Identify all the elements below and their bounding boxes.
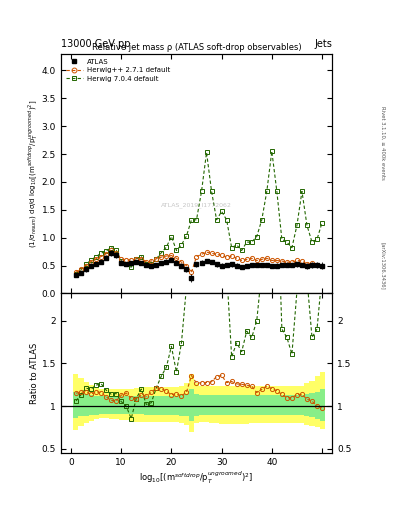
Legend: ATLAS, Herwig++ 2.7.1 default, Herwig 7.0.4 default: ATLAS, Herwig++ 2.7.1 default, Herwig 7.… bbox=[63, 56, 173, 84]
Y-axis label: Ratio to ATLAS: Ratio to ATLAS bbox=[30, 343, 39, 404]
Text: Jets: Jets bbox=[314, 38, 332, 49]
Text: Rivet 3.1.10, ≥ 400k events: Rivet 3.1.10, ≥ 400k events bbox=[381, 106, 386, 180]
Y-axis label: (1/σ$_{resum}$) dσ/d log$_{10}$[(m$^{soft drop}$/p$_T^{ungroomed}$)$^2$]: (1/σ$_{resum}$) dσ/d log$_{10}$[(m$^{sof… bbox=[27, 99, 40, 248]
Text: ATLAS_2019_I1772062: ATLAS_2019_I1772062 bbox=[161, 202, 232, 207]
Text: 13000 GeV pp: 13000 GeV pp bbox=[61, 38, 130, 49]
X-axis label: log$_{10}$[(m$^{soft drop}$/p$_T^{ungroomed}$)$^2$]: log$_{10}$[(m$^{soft drop}$/p$_T^{ungroo… bbox=[140, 470, 253, 486]
Text: [arXiv:1306.3436]: [arXiv:1306.3436] bbox=[381, 242, 386, 290]
Title: Relative jet mass ρ (ATLAS soft-drop observables): Relative jet mass ρ (ATLAS soft-drop obs… bbox=[92, 42, 301, 52]
